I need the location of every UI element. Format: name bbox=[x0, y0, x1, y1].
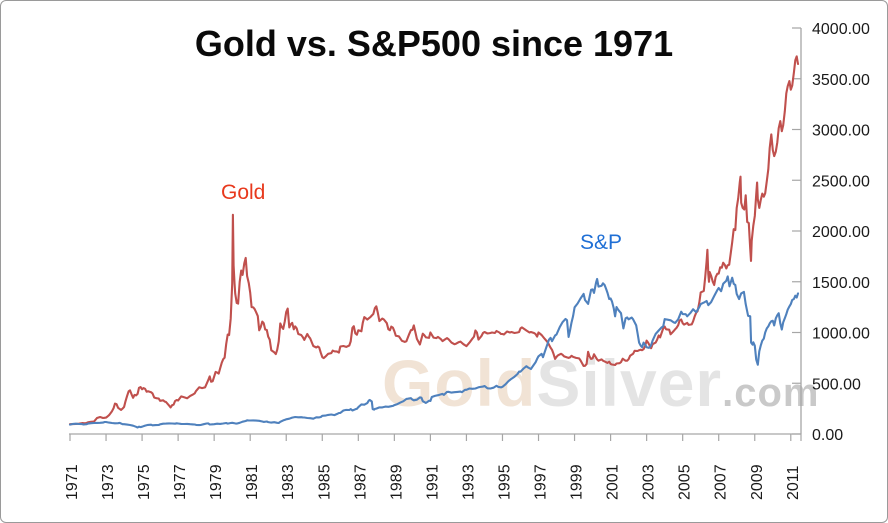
sp-series-label: S&P bbox=[580, 231, 623, 254]
watermark-com-text: .com bbox=[722, 371, 820, 415]
x-tick-label: 1995 bbox=[496, 464, 513, 500]
x-tick-label: 1983 bbox=[280, 464, 297, 500]
y-tick-label: 2000.00 bbox=[812, 224, 870, 241]
y-tick-label: 1000.00 bbox=[812, 326, 870, 343]
gold-series-label: Gold bbox=[221, 181, 266, 204]
x-tick-label: 2001 bbox=[605, 464, 622, 500]
y-tick-label: 2500.00 bbox=[812, 173, 870, 190]
x-tick-label: 1985 bbox=[316, 464, 333, 500]
y-tick-label: 3000.00 bbox=[812, 123, 870, 140]
watermark-gold-text: Gold bbox=[382, 346, 537, 420]
x-tick-label: 2009 bbox=[749, 464, 766, 500]
x-tick-label: 1977 bbox=[172, 464, 189, 500]
x-tick-label: 1973 bbox=[100, 464, 117, 500]
x-tick-label: 1971 bbox=[64, 464, 81, 500]
y-tick-label: 3500.00 bbox=[812, 72, 870, 89]
x-tick-label: 1999 bbox=[569, 464, 586, 500]
x-tick-label: 1993 bbox=[460, 464, 477, 500]
x-tick-label: 2005 bbox=[677, 464, 694, 500]
x-tick-label: 1979 bbox=[208, 464, 225, 500]
sp-line-series bbox=[68, 275, 800, 429]
y-tick-label: 500.00 bbox=[812, 376, 861, 393]
x-tick-label: 1981 bbox=[244, 464, 261, 500]
gold-line-series bbox=[68, 55, 800, 426]
x-tick-label: 1997 bbox=[533, 464, 550, 500]
x-tick-label: 1991 bbox=[424, 464, 441, 500]
y-tick-label: 0.00 bbox=[812, 427, 843, 444]
x-tick-label: 1975 bbox=[136, 464, 153, 500]
chart-title: Gold vs. S&P500 since 1971 bbox=[194, 23, 674, 64]
x-tick-label: 1989 bbox=[388, 464, 405, 500]
y-tick-label: 4000.00 bbox=[812, 21, 870, 38]
x-tick-label: 2003 bbox=[641, 464, 658, 500]
y-tick-label: 1500.00 bbox=[812, 275, 870, 292]
x-tick-label: 2011 bbox=[785, 465, 802, 500]
x-tick-label: 1987 bbox=[352, 464, 369, 500]
x-tick-label: 2007 bbox=[713, 464, 730, 500]
